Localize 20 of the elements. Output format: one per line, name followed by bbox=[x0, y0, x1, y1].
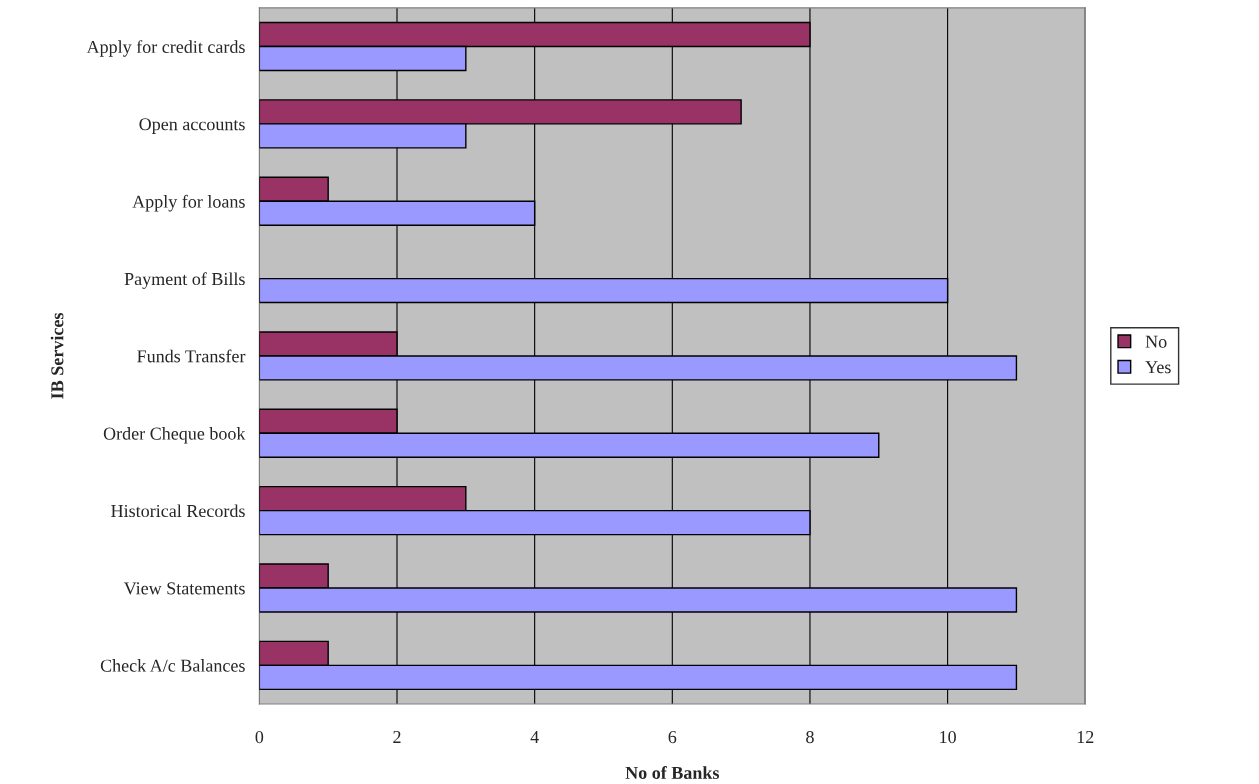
y-tick-label: Apply for credit cards bbox=[86, 40, 245, 57]
x-tick-label: 8 bbox=[806, 730, 814, 744]
y-tick-label: View Statements bbox=[123, 582, 245, 595]
x-tick-label: 6 bbox=[668, 730, 677, 744]
y-axis-title: IB Services bbox=[50, 313, 64, 399]
y-tick-label: Funds Transfer bbox=[137, 349, 246, 363]
y-tick-label: Check A/c Balances bbox=[100, 659, 245, 672]
y-tick-label: Apply for loans bbox=[132, 194, 245, 212]
legend-label: No bbox=[1145, 335, 1167, 348]
x-tick-label: 4 bbox=[530, 731, 539, 743]
x-tick-label: 0 bbox=[255, 730, 264, 744]
x-tick-label: 2 bbox=[393, 730, 401, 743]
y-tick-label: Payment of Bills bbox=[124, 272, 245, 289]
x-tick-label: 12 bbox=[1077, 730, 1094, 743]
y-tick-label: Open accounts bbox=[139, 118, 245, 134]
legend-label: Yes bbox=[1145, 361, 1171, 374]
y-tick-label: Historical Records bbox=[111, 504, 245, 518]
x-axis-title: No of Banks bbox=[625, 766, 720, 779]
y-tick-label: Order Cheque book bbox=[103, 427, 246, 444]
x-tick-label: 10 bbox=[940, 730, 956, 744]
